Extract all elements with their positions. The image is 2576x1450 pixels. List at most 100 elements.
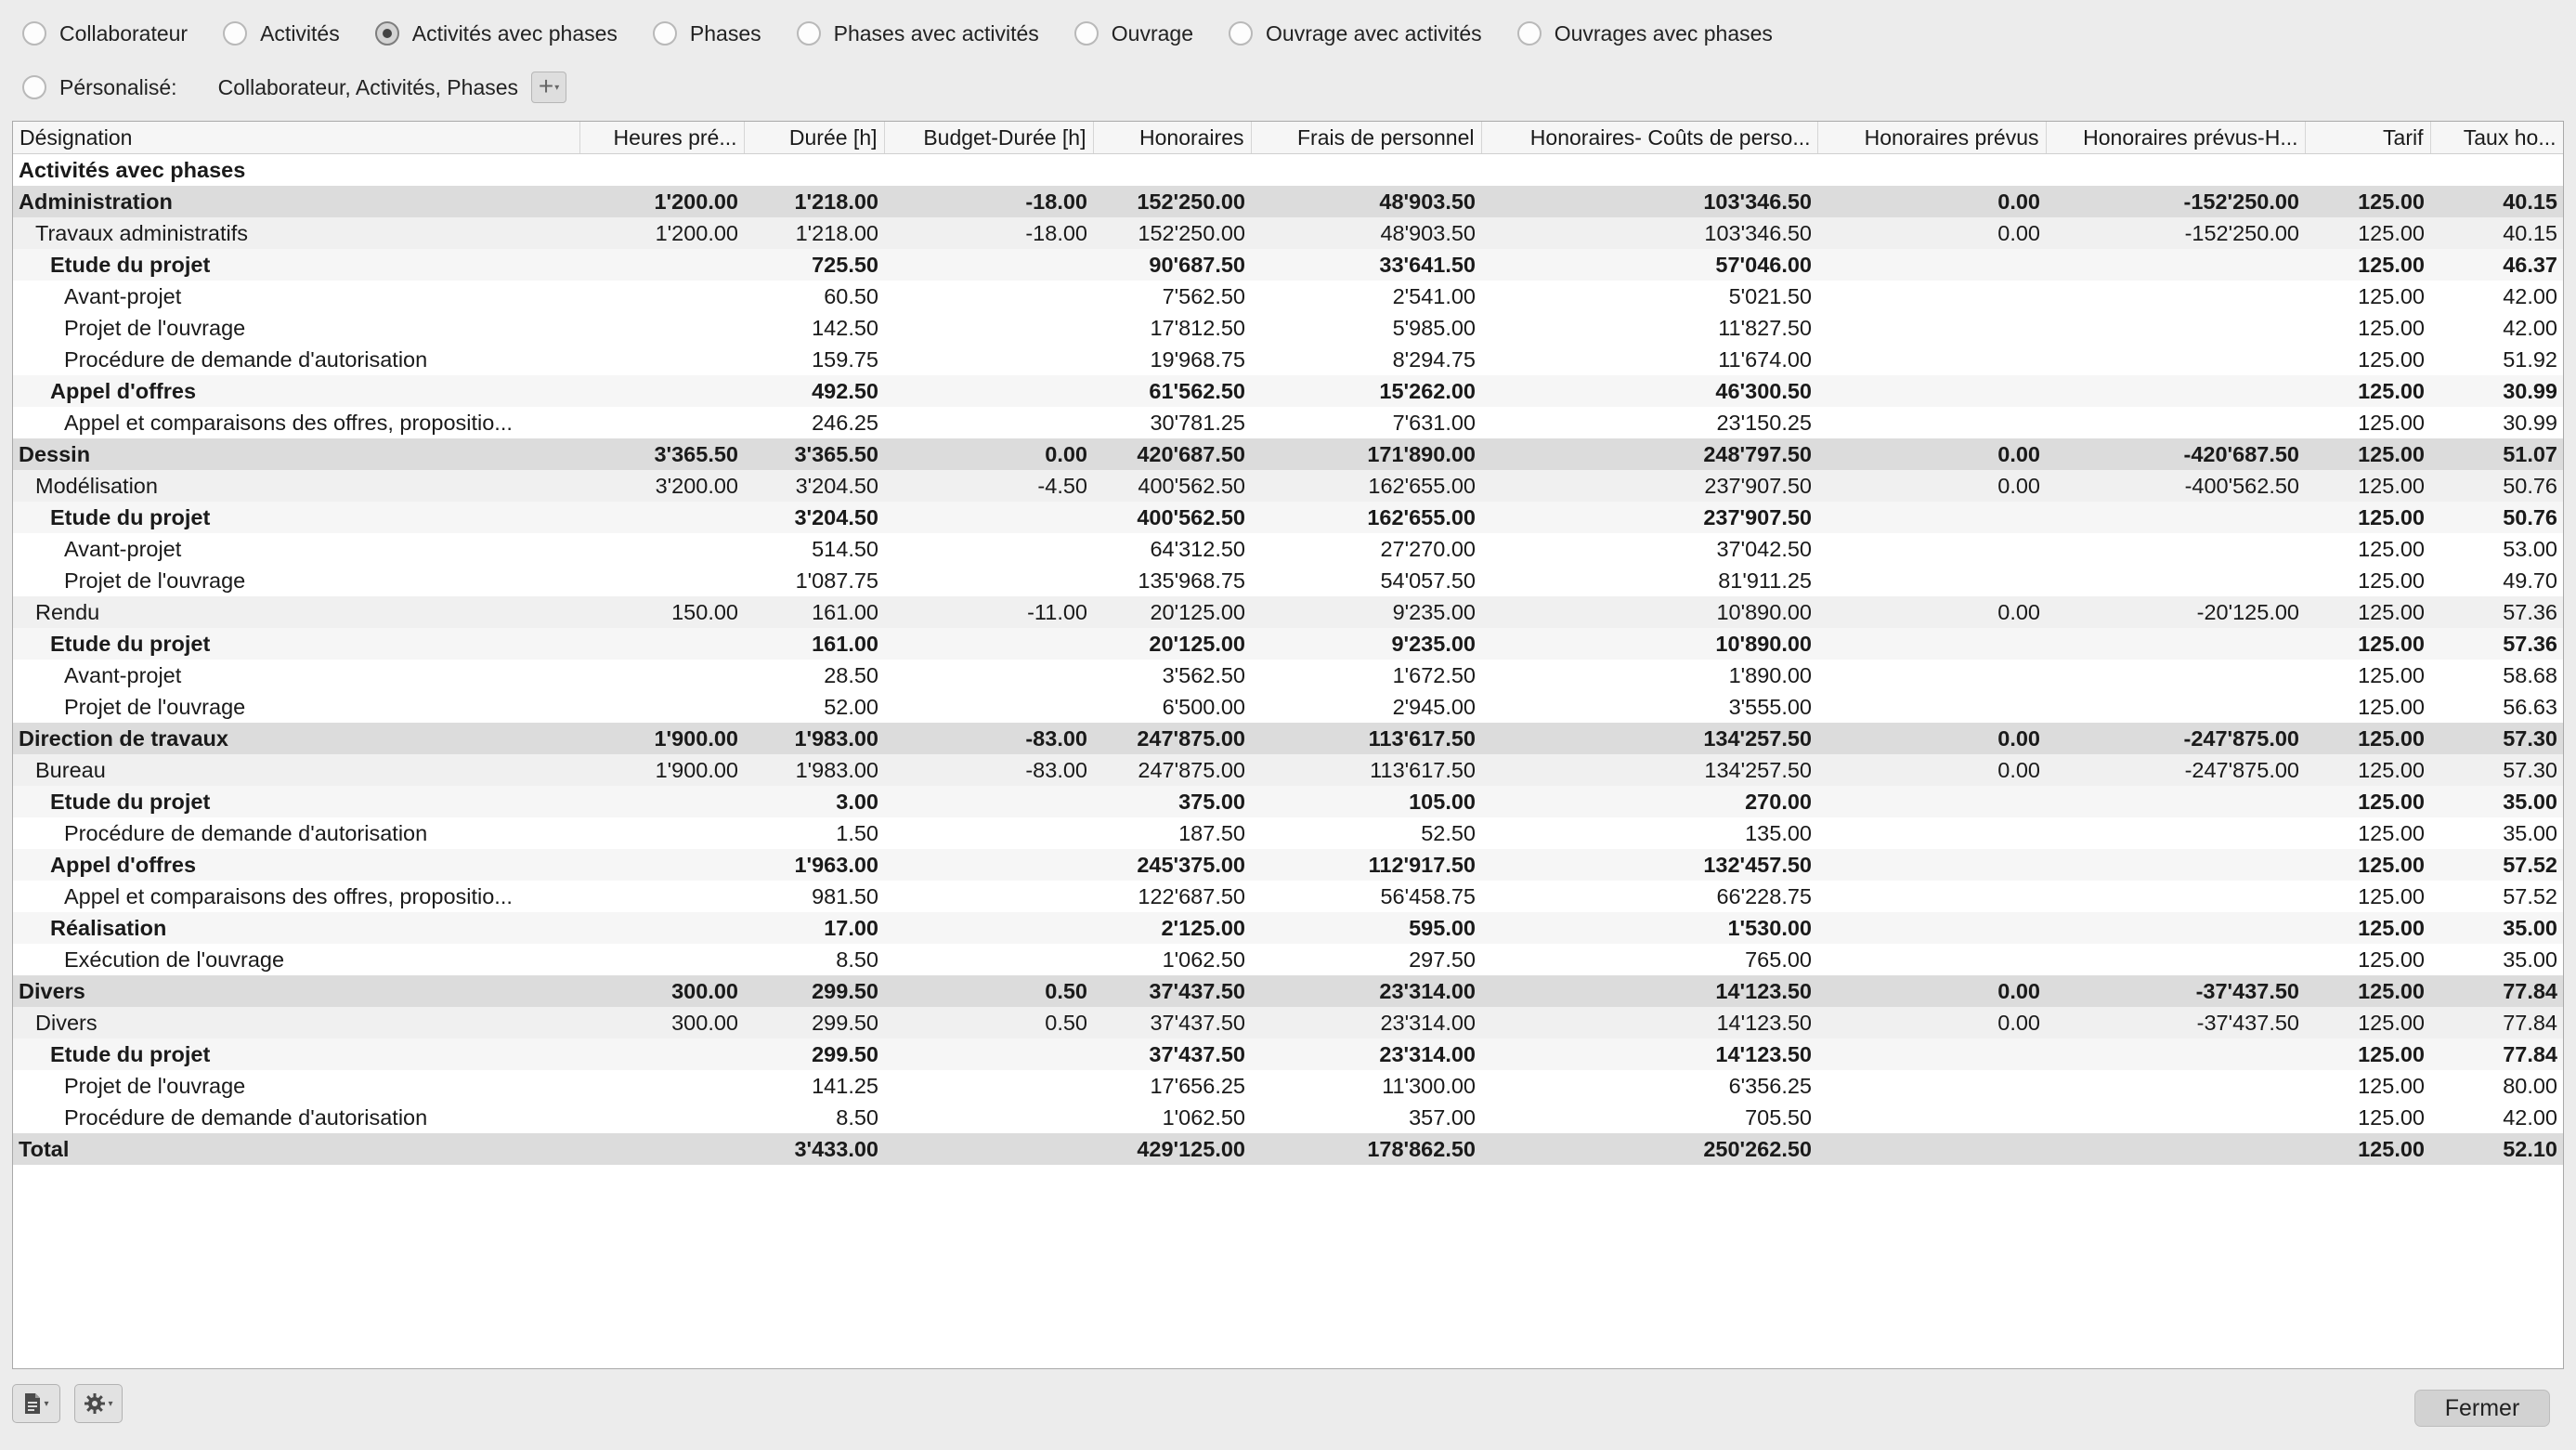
table-row[interactable]: Etude du projet 299.50 37'437.50 23'314.00 1… bbox=[13, 1039, 2563, 1070]
table-cell bbox=[1817, 881, 2046, 912]
column-header[interactable]: Frais de personnel bbox=[1251, 122, 1482, 154]
table-cell: 246.25 bbox=[744, 407, 884, 438]
table-cell bbox=[579, 1039, 744, 1070]
table-cell: 112'917.50 bbox=[1251, 849, 1481, 881]
row-designation: Procédure de demande d'autorisation bbox=[13, 817, 579, 849]
table-row[interactable]: Projet de l'ouvrage 141.25 17'656.25 11'300… bbox=[13, 1070, 2563, 1102]
table-cell bbox=[579, 944, 744, 975]
table-cell: 3'433.00 bbox=[744, 1133, 884, 1165]
table-cell bbox=[1817, 502, 2046, 533]
bottom-toolbar: ▾ ▾ Fermer bbox=[0, 1380, 2576, 1450]
column-header[interactable]: Honoraires prévus bbox=[1817, 122, 2047, 154]
table-row[interactable]: Rendu 150.00 161.00 -11.00 20'125.00 9'235.00… bbox=[13, 596, 2563, 628]
table-row[interactable]: Direction de travaux 1'900.00 1'983.00 -83.… bbox=[13, 723, 2563, 754]
radio-option[interactable]: Phases bbox=[652, 21, 761, 46]
export-button[interactable]: ▾ bbox=[12, 1384, 60, 1423]
table-row[interactable]: Avant-projet 514.50 64'312.50 27'270.00 37'0… bbox=[13, 533, 2563, 565]
close-button[interactable]: Fermer bbox=[2414, 1390, 2550, 1427]
table-cell: 2'125.00 bbox=[1093, 912, 1251, 944]
column-header[interactable]: Honoraires bbox=[1093, 122, 1252, 154]
radio-option[interactable]: Ouvrage avec activités bbox=[1229, 21, 1482, 46]
table-cell: 125.00 bbox=[2305, 628, 2430, 660]
table-cell: 56'458.75 bbox=[1251, 881, 1481, 912]
table-row[interactable]: Divers 300.00 299.50 0.50 37'437.50 23'314.00… bbox=[13, 1007, 2563, 1039]
table-row[interactable]: Etude du projet 725.50 90'687.50 33'641.50 5… bbox=[13, 249, 2563, 281]
add-dimension-button[interactable]: + ▾ bbox=[531, 72, 567, 103]
table-row[interactable]: Etude du projet 3.00 375.00 105.00 270.00 125… bbox=[13, 786, 2563, 817]
table-cell bbox=[884, 912, 1093, 944]
table-row[interactable]: Divers 300.00 299.50 0.50 37'437.50 23'314.00… bbox=[13, 975, 2563, 1007]
column-header[interactable]: Durée [h] bbox=[744, 122, 885, 154]
table-row[interactable]: Bureau 1'900.00 1'983.00 -83.00 247'875.00 11… bbox=[13, 754, 2563, 786]
radio-button-icon[interactable] bbox=[1229, 21, 1254, 46]
table-cell: 49.70 bbox=[2430, 565, 2563, 596]
table-row[interactable]: Exécution de l'ouvrage 8.50 1'062.50 297.50… bbox=[13, 944, 2563, 975]
table-row[interactable]: Administration 1'200.00 1'218.00 -18.00 152'… bbox=[13, 186, 2563, 217]
table-cell: -83.00 bbox=[884, 754, 1093, 786]
radio-option[interactable]: Ouvrage bbox=[1073, 21, 1193, 46]
radio-option[interactable]: Collaborateur bbox=[22, 21, 188, 46]
table-row[interactable]: Etude du projet 161.00 20'125.00 9'235.00 10… bbox=[13, 628, 2563, 660]
row-designation: Bureau bbox=[13, 754, 579, 786]
radio-button-icon[interactable] bbox=[1073, 21, 1099, 46]
table-cell: 19'968.75 bbox=[1093, 344, 1251, 375]
table-row[interactable]: Appel et comparaisons des offres, propos… bbox=[13, 881, 2563, 912]
radio-button-icon[interactable] bbox=[1516, 21, 1542, 46]
table-row[interactable]: Réalisation 17.00 2'125.00 595.00 1'530.00 12… bbox=[13, 912, 2563, 944]
table-cell: 6'500.00 bbox=[1093, 691, 1251, 723]
table-cell: 247'875.00 bbox=[1093, 754, 1251, 786]
table-cell: 50.76 bbox=[2430, 502, 2563, 533]
column-header[interactable]: Honoraires prévus-H... bbox=[2046, 122, 2306, 154]
chevron-down-icon: ▾ bbox=[108, 1398, 113, 1409]
table-cell: 27'270.00 bbox=[1251, 533, 1481, 565]
table-cell: 299.50 bbox=[744, 975, 884, 1007]
radio-button-icon[interactable] bbox=[22, 75, 46, 99]
table-row[interactable]: Procédure de demande d'autorisation 159.7… bbox=[13, 344, 2563, 375]
table-cell: 595.00 bbox=[1251, 912, 1481, 944]
table-row[interactable]: Appel et comparaisons des offres, propos… bbox=[13, 407, 2563, 438]
table-cell bbox=[579, 881, 744, 912]
table-cell: 125.00 bbox=[2305, 975, 2430, 1007]
radio-custom[interactable]: Pérsonalisé: bbox=[22, 75, 177, 100]
radio-option[interactable]: Ouvrages avec phases bbox=[1516, 21, 1773, 46]
row-designation: Travaux administratifs bbox=[13, 217, 579, 249]
radio-option[interactable]: Activités bbox=[223, 21, 340, 46]
table-row[interactable]: Dessin 3'365.50 3'365.50 0.00 420'687.50 171'… bbox=[13, 438, 2563, 470]
table-row[interactable]: Etude du projet 3'204.50 400'562.50 162'655… bbox=[13, 502, 2563, 533]
table-row[interactable]: Appel d'offres 492.50 61'562.50 15'262.00 46… bbox=[13, 375, 2563, 407]
table-row[interactable]: Appel d'offres 1'963.00 245'375.00 112'917.… bbox=[13, 849, 2563, 881]
radio-option[interactable]: Activités avec phases bbox=[374, 21, 618, 46]
column-header[interactable]: Honoraires- Coûts de perso... bbox=[1481, 122, 1818, 154]
table-row[interactable]: Avant-projet 60.50 7'562.50 2'541.00 5'021.5… bbox=[13, 281, 2563, 312]
column-header[interactable]: Budget-Durée [h] bbox=[884, 122, 1094, 154]
column-header[interactable]: Tarif bbox=[2305, 122, 2431, 154]
table-cell: 1'900.00 bbox=[579, 754, 744, 786]
table-cell bbox=[2046, 533, 2305, 565]
column-header[interactable]: Heures pré... bbox=[579, 122, 745, 154]
table-cell: 52.00 bbox=[744, 691, 884, 723]
total-row[interactable]: Total 3'433.00 429'125.00 178'862.50 250'262… bbox=[13, 1133, 2563, 1165]
table-row[interactable]: Travaux administratifs 1'200.00 1'218.00 -1… bbox=[13, 217, 2563, 249]
table-cell: 10'890.00 bbox=[1481, 628, 1817, 660]
radio-button-icon[interactable] bbox=[796, 21, 821, 46]
report-table-container[interactable]: Désignation Heures pré... Durée [h] Budget-… bbox=[12, 121, 2564, 1369]
radio-option[interactable]: Phases avec activités bbox=[796, 21, 1039, 46]
table-row[interactable]: Avant-projet 28.50 3'562.50 1'672.50 1'890.0… bbox=[13, 660, 2563, 691]
table-row[interactable]: Projet de l'ouvrage 1'087.75 135'968.75 54'… bbox=[13, 565, 2563, 596]
table-row[interactable]: Projet de l'ouvrage 142.50 17'812.50 5'985.… bbox=[13, 312, 2563, 344]
radio-button-icon[interactable] bbox=[652, 21, 677, 46]
radio-button-icon[interactable] bbox=[223, 21, 248, 46]
table-row[interactable]: Procédure de demande d'autorisation 1.50 1… bbox=[13, 817, 2563, 849]
table-cell: 0.00 bbox=[1817, 723, 2046, 754]
radio-button-icon[interactable] bbox=[374, 21, 399, 46]
table-cell: 1'963.00 bbox=[744, 849, 884, 881]
column-header[interactable]: Désignation bbox=[13, 122, 580, 154]
radio-button-icon[interactable] bbox=[22, 21, 46, 46]
table-row[interactable]: Projet de l'ouvrage 52.00 6'500.00 2'945.00… bbox=[13, 691, 2563, 723]
table-cell: 0.50 bbox=[884, 975, 1093, 1007]
column-header[interactable]: Taux ho... bbox=[2430, 122, 2563, 154]
table-cell: 400'562.50 bbox=[1093, 502, 1251, 533]
table-row[interactable]: Procédure de demande d'autorisation 8.50 1… bbox=[13, 1102, 2563, 1133]
table-row[interactable]: Modélisation 3'200.00 3'204.50 -4.50 400'562… bbox=[13, 470, 2563, 502]
settings-button[interactable]: ▾ bbox=[74, 1384, 123, 1423]
